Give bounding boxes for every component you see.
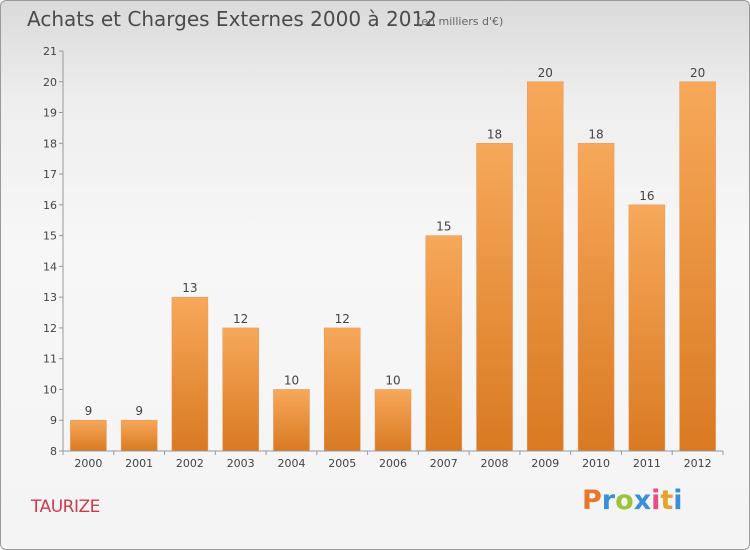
x-axis: 2000 2001 2002 2003 2004 2005 2006 2007 2008 2009… [62, 450, 724, 470]
bar-2002 [171, 296, 209, 452]
y-tick-label: 11 [43, 353, 57, 366]
y-tick-label: 16 [43, 199, 57, 212]
logo-letter: x [633, 485, 652, 516]
x-tick-label-2012: 2012 [684, 457, 712, 470]
logo-letter: t [660, 485, 674, 516]
y-tick-label: 21 [43, 45, 57, 58]
value-label-2003: 12 [233, 312, 248, 326]
chart-subtitle: (en milliers d'€) [417, 15, 504, 28]
y-tick-label: 19 [43, 107, 57, 120]
bar-2001 [120, 419, 158, 452]
y-tick-label: 15 [43, 230, 57, 243]
logo-letter: r [601, 485, 616, 516]
y-tick-label: 12 [43, 322, 57, 335]
y-tick-label: 8 [50, 445, 57, 458]
y-tick-label: 14 [43, 260, 57, 273]
bar-2009 [527, 81, 564, 452]
x-tick-label-2002: 2002 [176, 457, 204, 470]
logo-letter: o [615, 485, 634, 516]
value-label-2000: 9 [85, 404, 93, 418]
bar-2012 [679, 81, 716, 452]
proxiti-logo: Proxiti [582, 485, 683, 516]
x-tick-label-2005: 2005 [328, 457, 356, 470]
bar-2005 [323, 327, 361, 452]
value-label-2004: 10 [284, 373, 299, 387]
y-tick-label: 17 [43, 168, 57, 181]
logo-letter: i [673, 485, 683, 516]
value-label-2007: 15 [436, 220, 451, 234]
value-label-2010: 18 [588, 127, 603, 141]
x-tick-label-2003: 2003 [227, 457, 255, 470]
x-tick-label-2008: 2008 [481, 457, 509, 470]
x-tick-label-2007: 2007 [430, 457, 458, 470]
value-label-2012: 20 [690, 66, 705, 80]
x-tick-label-2004: 2004 [277, 457, 305, 470]
y-tick-label: 20 [43, 76, 57, 89]
value-label-2002: 13 [182, 281, 197, 295]
logo-letter: P [582, 485, 602, 516]
commune-name: TAURIZE [31, 497, 100, 517]
y-tick-label: 9 [50, 414, 57, 427]
value-label-2001: 9 [135, 404, 143, 418]
bar-2010 [577, 143, 615, 452]
x-tick-label-2009: 2009 [531, 457, 559, 470]
logo-letter: i [651, 485, 661, 516]
bar-2007 [425, 235, 463, 452]
x-tick-label-2000: 2000 [74, 457, 102, 470]
x-tick-label-2011: 2011 [633, 457, 661, 470]
value-label-2009: 20 [538, 66, 553, 80]
x-tick-label-2001: 2001 [125, 457, 153, 470]
y-tick-label: 10 [43, 383, 57, 396]
bar-2004 [273, 389, 310, 452]
bar-2003 [222, 327, 259, 452]
value-label-2006: 10 [385, 373, 400, 387]
y-tick-label: 18 [43, 137, 57, 150]
x-tick-label-2006: 2006 [379, 457, 407, 470]
y-axis: 8 9 10 11 12 13 14 15 16 17 18 19 20 21 [43, 45, 64, 458]
value-label-2011: 16 [639, 189, 654, 203]
bar-2011 [628, 204, 666, 452]
bar-2006 [374, 389, 412, 452]
value-label-2008: 18 [487, 127, 502, 141]
value-label-2005: 12 [335, 312, 350, 326]
bar-2008 [476, 143, 513, 452]
y-tick-label: 13 [43, 291, 57, 304]
chart-title: Achats et Charges Externes 2000 à 2012 [27, 7, 437, 31]
x-tick-label-2010: 2010 [582, 457, 610, 470]
bars: 9 9 13 12 10 12 10 15 18 20 18 16 20 [70, 66, 716, 452]
bar-2000 [70, 419, 107, 452]
